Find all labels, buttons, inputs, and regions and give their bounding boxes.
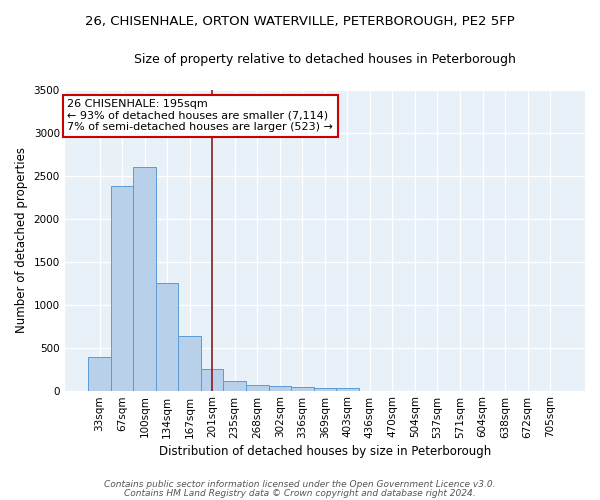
Text: 26 CHISENHALE: 195sqm
← 93% of detached houses are smaller (7,114)
7% of semi-de: 26 CHISENHALE: 195sqm ← 93% of detached … — [67, 100, 333, 132]
Text: Contains HM Land Registry data © Crown copyright and database right 2024.: Contains HM Land Registry data © Crown c… — [124, 488, 476, 498]
Bar — [133, 168, 156, 390]
Bar — [291, 387, 314, 390]
Text: 26, CHISENHALE, ORTON WATERVILLE, PETERBOROUGH, PE2 5FP: 26, CHISENHALE, ORTON WATERVILLE, PETERB… — [85, 15, 515, 28]
Bar — [314, 388, 336, 390]
Y-axis label: Number of detached properties: Number of detached properties — [15, 148, 28, 334]
Bar — [269, 386, 291, 390]
Bar — [111, 186, 133, 390]
Bar — [223, 381, 246, 390]
Bar — [336, 388, 359, 390]
Bar — [246, 386, 269, 390]
Bar — [201, 369, 223, 390]
Bar — [88, 357, 111, 390]
Bar — [178, 336, 201, 390]
Text: Contains public sector information licensed under the Open Government Licence v3: Contains public sector information licen… — [104, 480, 496, 489]
Title: Size of property relative to detached houses in Peterborough: Size of property relative to detached ho… — [134, 52, 516, 66]
Bar — [156, 284, 178, 391]
X-axis label: Distribution of detached houses by size in Peterborough: Distribution of detached houses by size … — [159, 444, 491, 458]
